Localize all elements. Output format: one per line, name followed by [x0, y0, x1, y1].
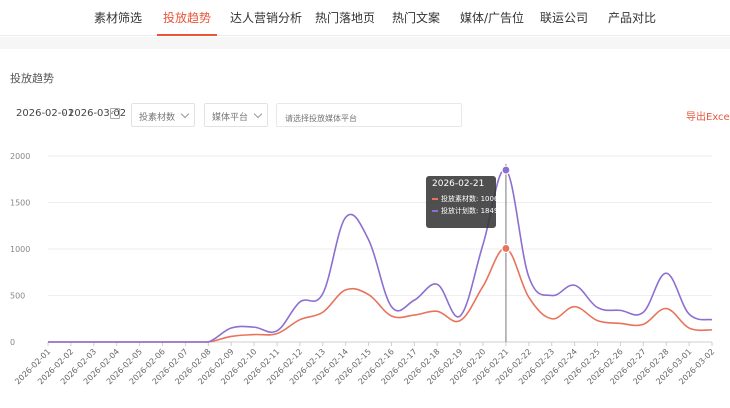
tab-media-placement[interactable]: 媒体/广告位 [460, 11, 525, 25]
tooltip-plans-value: 投放计划数: 1849 [441, 207, 499, 215]
orange-dot-icon [432, 198, 438, 200]
series-line-plans [47, 169, 713, 343]
tooltip-materials-value: 投放素材数: 1006 [441, 195, 499, 203]
media-search-input[interactable] [276, 103, 462, 127]
end-date[interactable]: 2026-03-02 [68, 108, 127, 119]
trend-chart: 05001000150020002026-02-012026-02-022026… [10, 152, 716, 386]
y-tick-label: 1500 [10, 199, 30, 208]
divider-band [0, 37, 730, 49]
tooltip-date: 2026-02-21 [432, 179, 485, 189]
chevron-down-icon [253, 109, 263, 119]
highlight-point-materials[interactable] [501, 243, 511, 254]
section-title: 投放趋势 [10, 72, 54, 85]
tab-joint-operation[interactable]: 联运公司 [540, 11, 589, 25]
tab-material-filter[interactable]: 素材筛选 [94, 11, 143, 25]
media-select[interactable]: 媒体平台 [204, 103, 268, 127]
chart-tooltip: 2026-02-21 投放素材数: 1006 投放计划数: 1849 [426, 176, 498, 228]
chevron-down-icon [180, 109, 190, 119]
tab-hot-landing-pages[interactable]: 热门落地页 [315, 11, 376, 25]
top-navigation: 素材筛选 投放趋势 达人营销分析 热门落地页 热门文案 媒体/广告位 联运公司 … [0, 0, 730, 36]
tab-product-compare[interactable]: 产品对比 [608, 11, 657, 25]
purple-dot-icon [432, 210, 438, 212]
y-tick-label: 0 [10, 338, 15, 347]
date-separator: - [62, 108, 66, 119]
media-select-value: 媒体平台 [212, 113, 249, 123]
start-date[interactable]: 2026-02-01 [16, 108, 75, 119]
highlight-point-plans[interactable] [501, 165, 511, 175]
tab-hot-copy[interactable]: 热门文案 [392, 11, 441, 25]
tooltip-row-materials: 投放素材数: 1006 [432, 193, 498, 205]
y-tick-label: 500 [10, 292, 25, 301]
tooltip-row-plans: 投放计划数: 1849 [432, 205, 498, 217]
export-excel-link[interactable]: 导出Excel [686, 112, 730, 123]
y-tick-label: 1000 [10, 245, 30, 254]
y-tick-label: 2000 [10, 152, 30, 161]
tab-delivery-trend[interactable]: 投放趋势 [156, 0, 218, 36]
filter-bar: 2026-02-01 - 2026-03-02 投素材数 媒体平台 导出Exce… [0, 102, 730, 128]
metric-select-value: 投素材数 [139, 113, 176, 123]
tab-influencer-analysis[interactable]: 达人营销分析 [230, 11, 303, 25]
calendar-icon[interactable] [110, 108, 120, 119]
metric-select[interactable]: 投素材数 [131, 103, 195, 127]
